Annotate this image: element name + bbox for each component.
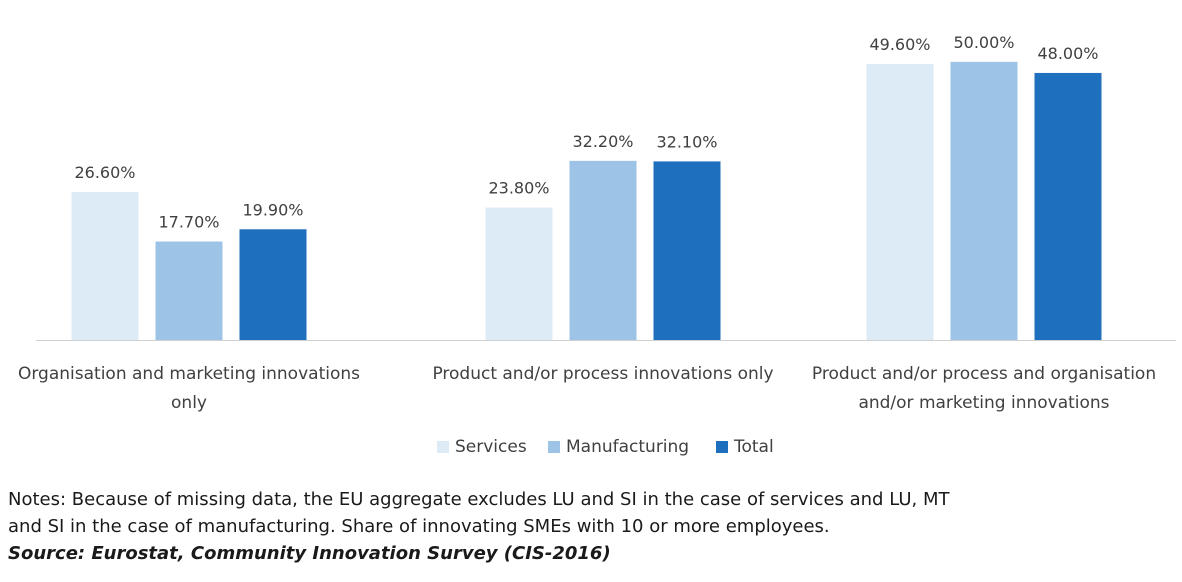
bar-manufacturing-3 xyxy=(950,61,1018,341)
value-label-services-2: 23.80% xyxy=(488,179,549,198)
bar-services-1 xyxy=(71,192,139,340)
category-label-1-line-1: Organisation and marketing innovations xyxy=(18,364,360,384)
legend-swatch-manufacturing xyxy=(548,441,560,453)
notes-line-2: and SI in the case of manufacturing. Sha… xyxy=(8,516,830,537)
value-label-services-3: 49.60% xyxy=(869,35,930,54)
category-label-1-line-2: only xyxy=(171,393,207,413)
value-label-total-1: 19.90% xyxy=(242,200,303,219)
bar-chart: 26.60% 17.70% 19.90% 23.80% 32.20% 32.10% 49.6… xyxy=(18,33,1176,457)
value-label-manufacturing-1: 17.70% xyxy=(158,213,219,232)
bar-manufacturing-2 xyxy=(569,160,637,340)
value-labels-group: 26.60% 17.70% 19.90% 23.80% 32.20% 32.10% 49.6… xyxy=(74,33,1098,232)
value-label-total-2: 32.10% xyxy=(656,132,717,151)
notes-block: Notes: Because of missing data, the EU a… xyxy=(8,486,1178,567)
category-label-3-line-1: Product and/or process and organisation xyxy=(812,364,1156,384)
bar-total-1 xyxy=(239,229,307,340)
bar-services-3 xyxy=(866,64,934,340)
value-label-total-3: 48.00% xyxy=(1037,44,1098,63)
legend-swatch-total xyxy=(716,441,728,453)
notes-line-1: Notes: Because of missing data, the EU a… xyxy=(8,489,950,510)
legend-label-manufacturing: Manufacturing xyxy=(566,437,689,457)
source-line: Source: Eurostat, Community Innovation S… xyxy=(8,543,611,564)
bar-services-2 xyxy=(485,207,553,340)
legend: Services Manufacturing Total xyxy=(437,437,774,457)
value-label-services-1: 26.60% xyxy=(74,163,135,182)
category-labels-group: Organisation and marketing innovations on… xyxy=(18,364,1156,413)
category-label-3-line-2: and/or marketing innovations xyxy=(858,393,1109,413)
legend-swatch-services xyxy=(437,441,449,453)
bar-manufacturing-1 xyxy=(155,241,223,340)
bars-group xyxy=(71,61,1102,341)
value-label-manufacturing-3: 50.00% xyxy=(953,33,1014,52)
category-label-2-line-1: Product and/or process innovations only xyxy=(432,364,773,384)
value-label-manufacturing-2: 32.20% xyxy=(572,132,633,151)
legend-label-services: Services xyxy=(455,437,527,457)
legend-label-total: Total xyxy=(733,437,774,457)
bar-total-2 xyxy=(653,161,721,340)
bar-total-3 xyxy=(1034,72,1102,340)
